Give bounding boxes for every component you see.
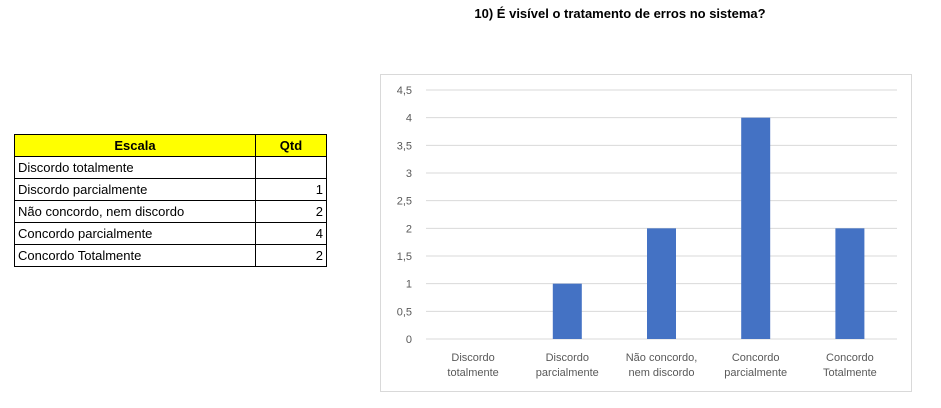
y-tick-label: 4,5 [397, 85, 412, 97]
row-value: 4 [255, 222, 327, 245]
table-row: Discordo totalmente [14, 156, 327, 179]
y-tick-label: 2 [406, 223, 412, 235]
row-value: 2 [255, 200, 327, 223]
chart-title: 10) É visível o tratamento de erros no s… [474, 6, 766, 21]
y-tick-label: 0,5 [397, 306, 412, 318]
x-tick-label: parcialmente [536, 367, 599, 379]
bar [835, 228, 865, 339]
y-tick-label: 4 [406, 113, 412, 125]
table-row: Não concordo, nem discordo 2 [14, 200, 327, 223]
y-tick-label: 1 [406, 279, 412, 291]
x-tick-label: totalmente [447, 367, 498, 379]
row-value [255, 156, 327, 179]
x-tick-label: Concordo [732, 352, 780, 364]
x-tick-label: Discordo [451, 352, 494, 364]
table-row: Discordo parcialmente 1 [14, 178, 327, 201]
x-tick-label: parcialmente [724, 367, 787, 379]
x-tick-label: Não concordo, [626, 352, 698, 364]
bar [741, 117, 771, 339]
row-value: 2 [255, 244, 327, 267]
header-escala: Escala [14, 134, 256, 157]
y-tick-label: 2,5 [397, 196, 412, 208]
y-tick-label: 0 [406, 334, 412, 346]
row-label: Não concordo, nem discordo [14, 200, 256, 223]
table-row: Concordo parcialmente 4 [14, 222, 327, 245]
row-value: 1 [255, 178, 327, 201]
scale-table: Escala Qtd Discordo totalmente Discordo … [14, 134, 327, 267]
x-tick-label: Discordo [546, 352, 589, 364]
row-label: Concordo Totalmente [14, 244, 256, 267]
header-qtd: Qtd [255, 134, 327, 157]
y-tick-label: 3,5 [397, 140, 412, 152]
x-tick-label: nem discordo [628, 367, 694, 379]
chart-area: 0 0,5 1 1,5 2 2,5 3 3,5 4 4,5 Discordo totalmente Di… [380, 74, 912, 392]
row-label: Discordo totalmente [14, 156, 256, 179]
x-tick-label: Concordo [826, 352, 874, 364]
bar [552, 283, 582, 339]
row-label: Concordo parcialmente [14, 222, 256, 245]
row-label: Discordo parcialmente [14, 178, 256, 201]
y-tick-label: 1,5 [397, 251, 412, 263]
table-header-row: Escala Qtd [14, 134, 327, 157]
x-tick-label: Totalmente [823, 367, 877, 379]
y-tick-label: 3 [406, 168, 412, 180]
table-row: Concordo Totalmente 2 [14, 244, 327, 267]
bar-chart: 0 0,5 1 1,5 2 2,5 3 3,5 4 4,5 Discordo totalmente Di… [397, 85, 897, 379]
bar [647, 228, 676, 339]
